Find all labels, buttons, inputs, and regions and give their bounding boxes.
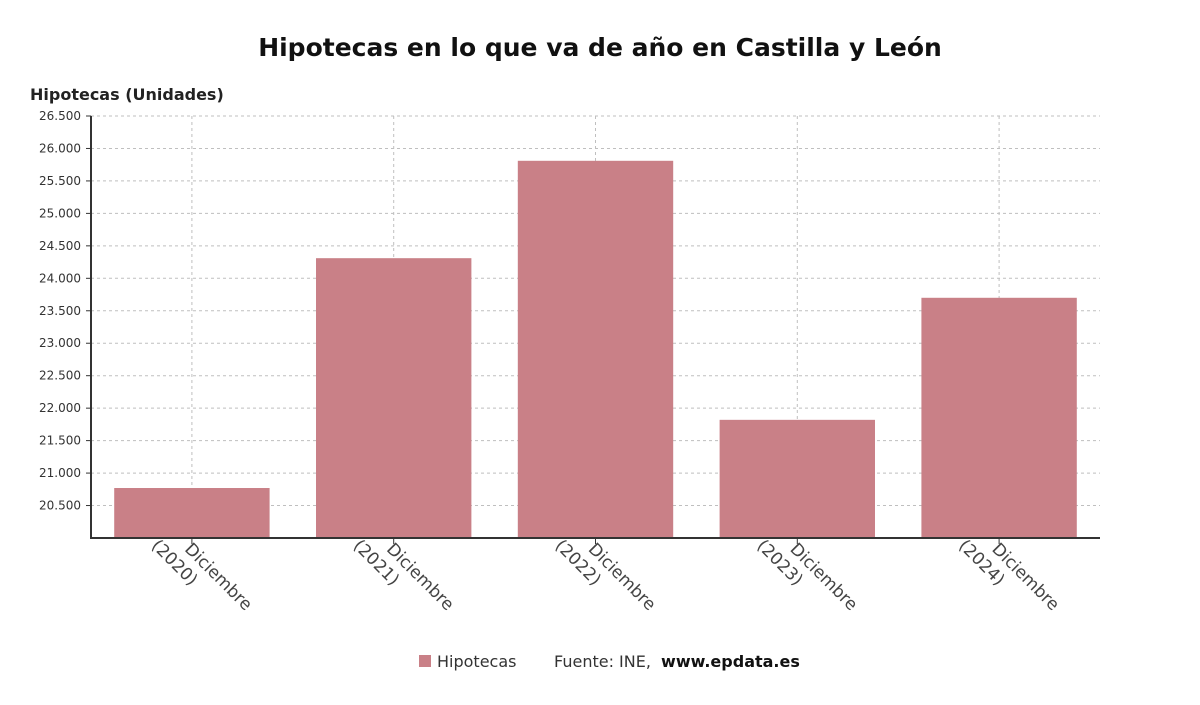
y-tick-label: 25.000 (39, 206, 81, 220)
legend-swatch (419, 655, 431, 667)
bar[interactable] (719, 419, 875, 538)
bar[interactable] (921, 297, 1077, 538)
y-tick-label: 24.000 (39, 271, 81, 285)
y-tick-label: 20.500 (39, 499, 81, 513)
bar-group (114, 160, 1077, 538)
y-tick-label: 21.500 (39, 434, 81, 448)
y-tick-label: 23.000 (39, 336, 81, 350)
source-label: Fuente: INE, (554, 652, 651, 671)
y-tick-label: 26.000 (39, 141, 81, 155)
y-tick-label: 25.500 (39, 174, 81, 188)
svg-text:Fuente: INE, www.epdata.: Fuente: INE, www.epdata.es (554, 652, 800, 671)
y-tick-label: 23.500 (39, 304, 81, 318)
chart-title: Hipotecas en lo que va de año en Castill… (258, 33, 942, 62)
y-tick-label: 22.000 (39, 401, 81, 415)
legend: Hipotecas (419, 652, 516, 671)
y-tick-label: 22.500 (39, 369, 81, 383)
legend-label: Hipotecas (437, 652, 516, 671)
bar[interactable] (114, 488, 270, 538)
bar[interactable] (316, 258, 472, 538)
y-tick-label: 21.000 (39, 466, 81, 480)
y-tick-label: 24.500 (39, 239, 81, 253)
bar[interactable] (517, 160, 674, 538)
source-note: Fuente: INE, www.epdata.es (554, 652, 800, 671)
y-axis-title: Hipotecas (Unidades) (30, 85, 224, 104)
source-site: www.epdata.es (661, 652, 800, 671)
y-axis-ticks: 20.500 21.000 21.500 22.000 22.500 23.000 23.5… (39, 109, 91, 513)
y-tick-label: 26.500 (39, 109, 81, 123)
